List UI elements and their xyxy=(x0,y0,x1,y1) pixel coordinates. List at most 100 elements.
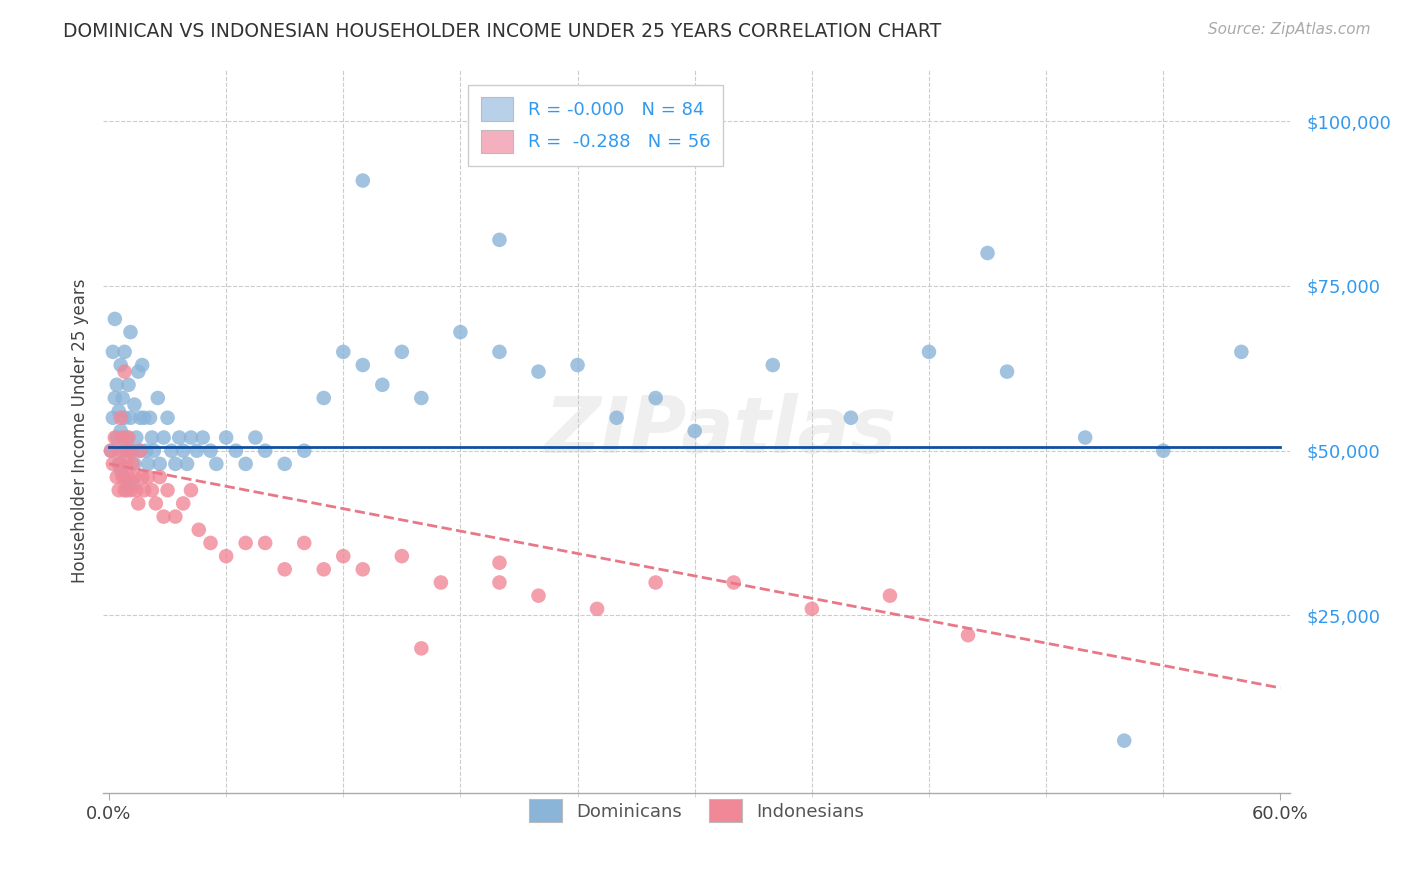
Point xyxy=(956,628,979,642)
Point xyxy=(127,496,149,510)
Point xyxy=(101,344,124,359)
Point xyxy=(411,391,433,405)
Point xyxy=(169,430,191,444)
Point xyxy=(391,344,413,359)
Point xyxy=(391,549,413,563)
Point xyxy=(160,443,183,458)
Point xyxy=(488,344,510,359)
Point xyxy=(131,470,153,484)
Point xyxy=(104,312,127,326)
Point xyxy=(131,358,153,372)
Point xyxy=(105,430,128,444)
Point xyxy=(100,443,122,458)
Point xyxy=(879,589,901,603)
Point xyxy=(332,344,354,359)
Point xyxy=(254,443,277,458)
Point xyxy=(235,457,257,471)
Point xyxy=(152,430,174,444)
Point xyxy=(165,509,187,524)
Point xyxy=(139,410,162,425)
Point xyxy=(107,457,129,471)
Point xyxy=(110,463,132,477)
Point xyxy=(107,404,129,418)
Point xyxy=(136,470,159,484)
Point xyxy=(176,457,198,471)
Point xyxy=(839,410,862,425)
Point xyxy=(111,391,134,405)
Point xyxy=(115,430,138,444)
Point xyxy=(121,443,143,458)
Point xyxy=(215,430,238,444)
Point xyxy=(114,344,136,359)
Point xyxy=(111,443,134,458)
Point xyxy=(352,562,374,576)
Point xyxy=(1074,430,1097,444)
Point xyxy=(120,443,142,458)
Point xyxy=(129,410,152,425)
Point xyxy=(449,325,471,339)
Point xyxy=(567,358,589,372)
Point xyxy=(146,391,169,405)
Text: ZIPatlas: ZIPatlas xyxy=(544,393,897,469)
Point xyxy=(312,562,335,576)
Point xyxy=(273,562,295,576)
Point xyxy=(191,430,214,444)
Point xyxy=(120,410,142,425)
Point xyxy=(352,358,374,372)
Legend: Dominicans, Indonesians: Dominicans, Indonesians xyxy=(516,787,876,835)
Point xyxy=(121,476,143,491)
Point xyxy=(141,483,163,498)
Point xyxy=(105,470,128,484)
Point xyxy=(125,430,148,444)
Point xyxy=(124,457,146,471)
Point xyxy=(254,536,277,550)
Point xyxy=(180,430,202,444)
Point xyxy=(488,556,510,570)
Point xyxy=(105,377,128,392)
Point xyxy=(235,536,257,550)
Point xyxy=(125,483,148,498)
Point xyxy=(134,483,156,498)
Point xyxy=(527,365,550,379)
Point xyxy=(114,365,136,379)
Point xyxy=(1114,733,1136,747)
Point xyxy=(352,173,374,187)
Point xyxy=(117,430,139,444)
Point xyxy=(762,358,785,372)
Point xyxy=(273,457,295,471)
Point xyxy=(142,443,165,458)
Point xyxy=(200,443,222,458)
Point xyxy=(115,443,138,458)
Point xyxy=(488,233,510,247)
Point xyxy=(200,536,222,550)
Point xyxy=(134,410,156,425)
Point xyxy=(115,483,138,498)
Point xyxy=(800,602,823,616)
Point xyxy=(117,470,139,484)
Point xyxy=(165,457,187,471)
Point xyxy=(101,410,124,425)
Text: Source: ZipAtlas.com: Source: ZipAtlas.com xyxy=(1208,22,1371,37)
Point xyxy=(100,443,122,458)
Point xyxy=(995,365,1018,379)
Point xyxy=(186,443,208,458)
Point xyxy=(127,365,149,379)
Point xyxy=(152,509,174,524)
Point xyxy=(114,410,136,425)
Point xyxy=(117,443,139,458)
Point xyxy=(117,377,139,392)
Point xyxy=(149,457,172,471)
Point xyxy=(156,483,179,498)
Point xyxy=(586,602,609,616)
Point xyxy=(115,457,138,471)
Point xyxy=(411,641,433,656)
Point xyxy=(430,575,453,590)
Point xyxy=(136,457,159,471)
Point xyxy=(101,457,124,471)
Point xyxy=(107,483,129,498)
Point xyxy=(121,457,143,471)
Point xyxy=(976,246,998,260)
Point xyxy=(371,377,394,392)
Point xyxy=(205,457,228,471)
Point xyxy=(110,410,132,425)
